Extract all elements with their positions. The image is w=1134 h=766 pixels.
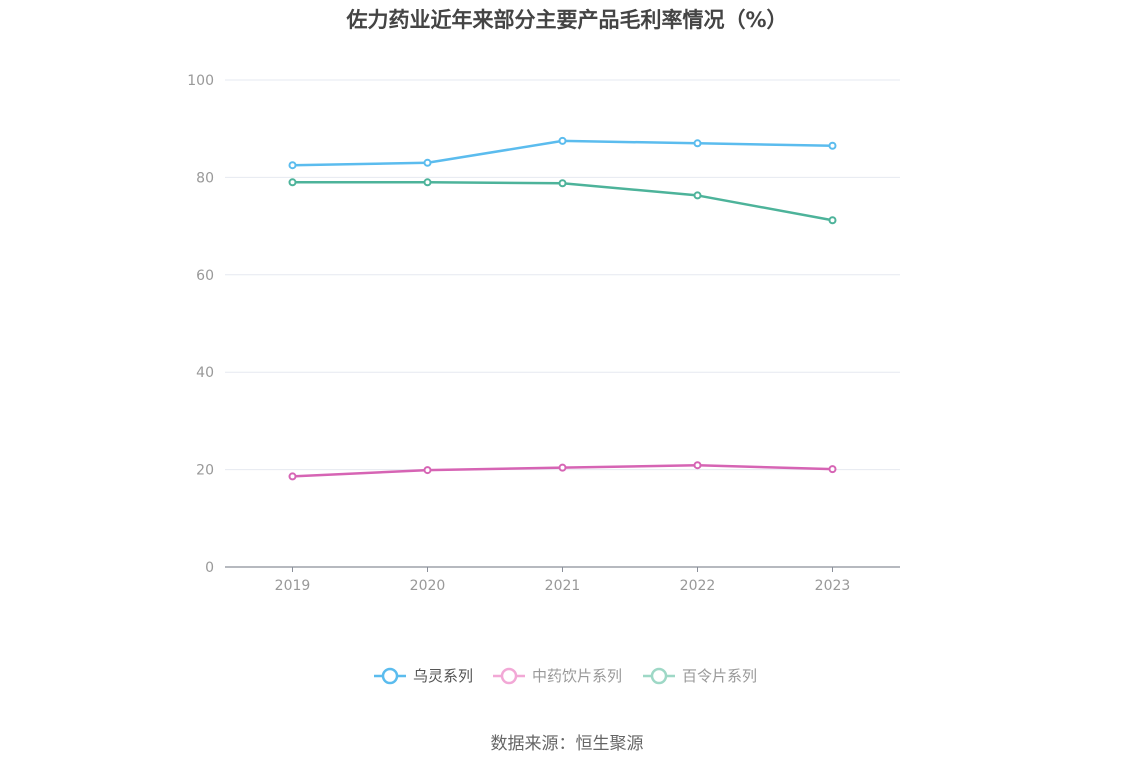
x-tick-label: 2023 bbox=[815, 578, 851, 594]
legend-marker bbox=[381, 667, 399, 685]
y-tick-label: 100 bbox=[187, 73, 214, 89]
legend-label: 中药饮片系列 bbox=[532, 667, 622, 685]
y-tick-label: 20 bbox=[196, 463, 214, 479]
series-3 bbox=[288, 178, 837, 225]
legend-marker bbox=[500, 667, 518, 685]
y-tick-label: 60 bbox=[196, 268, 214, 284]
data-point bbox=[423, 158, 432, 167]
legend-item-3: 百令片系列 bbox=[643, 667, 757, 685]
data-point bbox=[423, 178, 432, 187]
series-lines bbox=[288, 136, 837, 481]
data-point bbox=[828, 465, 837, 474]
data-source: 数据来源：恒生聚源 bbox=[490, 734, 644, 754]
data-point bbox=[558, 136, 567, 145]
series-1 bbox=[288, 136, 837, 170]
data-point bbox=[288, 178, 297, 187]
grid-lines bbox=[225, 79, 900, 471]
data-point bbox=[693, 461, 702, 470]
data-point bbox=[558, 179, 567, 188]
x-tick-label: 2022 bbox=[680, 578, 716, 594]
series-line bbox=[292, 181, 833, 222]
legend-marker bbox=[650, 667, 668, 685]
data-point bbox=[423, 466, 432, 475]
data-point bbox=[828, 141, 837, 150]
data-point bbox=[288, 161, 297, 170]
y-tick-label: 40 bbox=[196, 365, 214, 381]
x-axis: 2019 2020 2021 2022 2023 bbox=[225, 566, 900, 594]
x-tick-label: 2020 bbox=[410, 578, 446, 594]
legend: 乌灵系列 中药饮片系列 百令片系列 bbox=[374, 667, 757, 685]
y-axis-ticks: 0 20 40 60 80 100 bbox=[187, 73, 214, 576]
y-tick-label: 0 bbox=[205, 560, 214, 576]
legend-label: 百令片系列 bbox=[682, 667, 757, 685]
chart-title: 佐力药业近年来部分主要产品毛利率情况（%） bbox=[346, 8, 788, 32]
x-tick-label: 2019 bbox=[275, 578, 311, 594]
legend-label: 乌灵系列 bbox=[413, 667, 473, 685]
data-point bbox=[693, 139, 702, 148]
series-2 bbox=[288, 461, 837, 481]
x-tick-label: 2021 bbox=[545, 578, 581, 594]
data-point bbox=[693, 191, 702, 200]
data-point bbox=[288, 472, 297, 481]
data-point bbox=[558, 463, 567, 472]
legend-item-1: 乌灵系列 bbox=[374, 667, 473, 685]
data-point bbox=[828, 216, 837, 225]
legend-item-2: 中药饮片系列 bbox=[493, 667, 622, 685]
y-tick-label: 80 bbox=[196, 170, 214, 186]
